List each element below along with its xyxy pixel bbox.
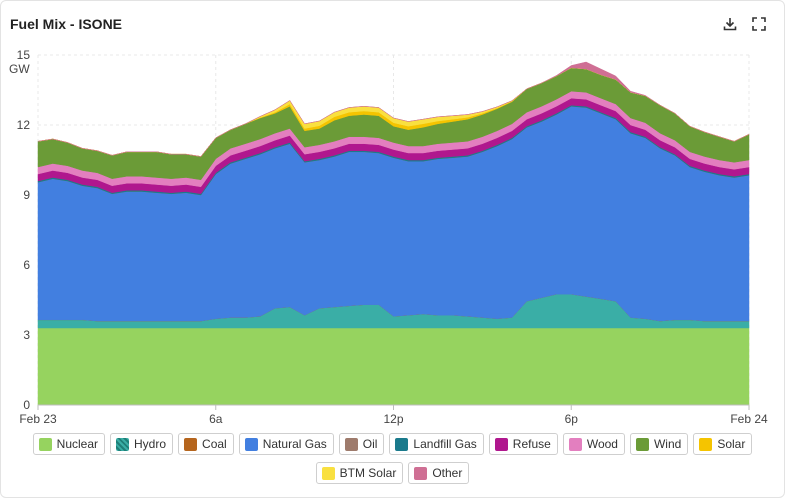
legend-item-landfill-gas[interactable]: Landfill Gas — [389, 433, 484, 455]
x-tick-label: 6p — [565, 412, 579, 426]
legend-label: Coal — [202, 437, 227, 451]
y-tick-label: 9 — [23, 188, 30, 202]
legend-item-wood[interactable]: Wood — [562, 433, 625, 455]
legend-label: Natural Gas — [262, 437, 327, 451]
chart-title: Fuel Mix - ISONE — [10, 16, 123, 32]
legend-item-oil[interactable]: Oil — [338, 433, 385, 455]
y-tick-label: 3 — [23, 328, 30, 342]
legend-swatch — [321, 466, 335, 480]
legend-swatch — [344, 437, 358, 451]
legend-item-hydro[interactable]: Hydro — [110, 433, 174, 455]
legend-item-nuclear[interactable]: Nuclear — [32, 433, 106, 455]
download-icon[interactable] — [721, 15, 739, 33]
legend-label: Other — [432, 466, 463, 480]
download-icon-glyph — [723, 18, 737, 31]
legend-item-wind[interactable]: Wind — [629, 433, 689, 455]
legend-label: Nuclear — [56, 437, 99, 451]
legend-swatch — [38, 437, 52, 451]
legend-swatch — [184, 437, 198, 451]
legend-item-btm-solar[interactable]: BTM Solar — [315, 462, 404, 484]
y-tick-label: 6 — [23, 258, 30, 272]
legend-label: Hydro — [134, 437, 167, 451]
legend-label: Refuse — [512, 437, 551, 451]
legend-swatch — [635, 437, 649, 451]
y-tick-label: 15 — [17, 48, 31, 62]
legend-label: Landfill Gas — [413, 437, 477, 451]
fullscreen-icon[interactable] — [750, 15, 768, 33]
x-axis: Feb 23 6a 12p 6p Feb 24 — [19, 404, 768, 426]
x-tick-label: Feb 24 — [730, 412, 768, 426]
legend-item-solar[interactable]: Solar — [693, 433, 753, 455]
fullscreen-icon-glyph — [752, 17, 766, 31]
x-tick-label: 6a — [209, 412, 223, 426]
legend-swatch — [116, 437, 130, 451]
legend-label: Oil — [362, 437, 378, 451]
x-tick-label: 12p — [383, 412, 403, 426]
stacked-areas[interactable] — [37, 61, 750, 406]
chart-legend: Nuclear Hydro Coal Natural Gas Oil Landfill G… — [6, 433, 779, 484]
legend-label: Solar — [717, 437, 746, 451]
legend-swatch — [244, 437, 258, 451]
legend-label: Wood — [586, 437, 618, 451]
legend-swatch — [699, 437, 713, 451]
legend-item-refuse[interactable]: Refuse — [488, 433, 558, 455]
fuel-mix-chart: 0 3 6 9 12 15 Feb 23 6a 12p 6p Feb 24 GW — [9, 48, 768, 426]
y-axis: 0 3 6 9 12 15 — [17, 48, 31, 412]
area-nuclear[interactable] — [37, 327, 750, 406]
y-tick-label: 12 — [17, 118, 31, 132]
legend-item-other[interactable]: Other — [408, 462, 470, 484]
legend-swatch — [568, 437, 582, 451]
legend-item-coal[interactable]: Coal — [178, 433, 234, 455]
legend-item-natural-gas[interactable]: Natural Gas — [238, 433, 334, 455]
y-axis-label: GW — [9, 62, 30, 76]
y-tick-label: 0 — [23, 398, 30, 412]
legend-label: BTM Solar — [339, 466, 397, 480]
legend-swatch — [494, 437, 508, 451]
legend-swatch — [395, 437, 409, 451]
legend-swatch — [414, 466, 428, 480]
area-other[interactable] — [37, 61, 750, 157]
legend-label: Wind — [653, 437, 682, 451]
x-tick-label: Feb 23 — [19, 412, 57, 426]
